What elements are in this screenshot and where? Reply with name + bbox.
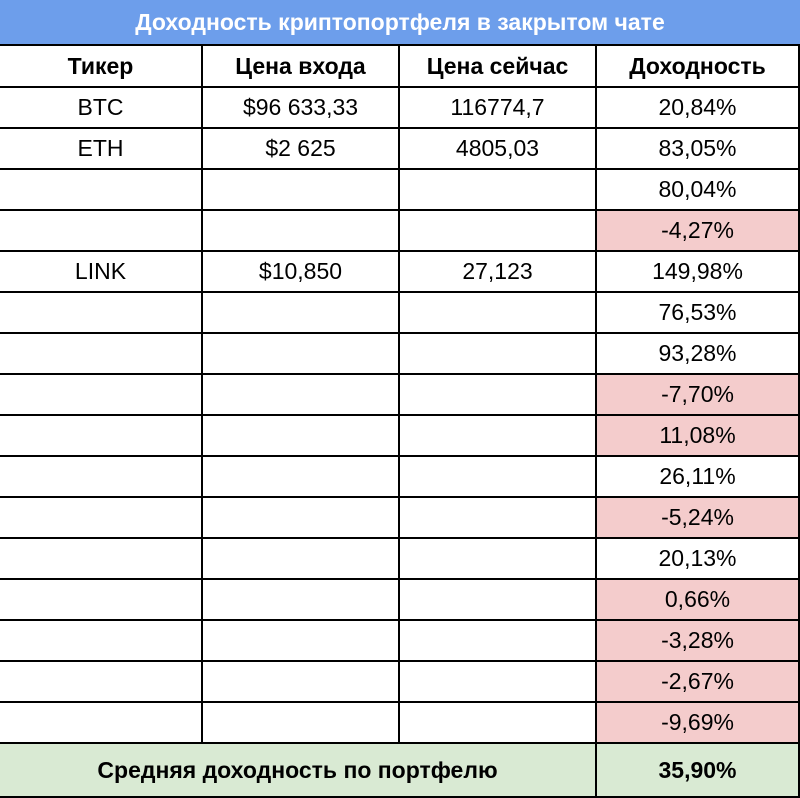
table-cell: 76,53% — [597, 293, 800, 334]
table-cell — [203, 375, 400, 416]
table-cell — [0, 580, 203, 621]
table-cell: 0,66% — [597, 580, 800, 621]
table-cell: BTC — [0, 88, 203, 129]
table-cell: $10,850 — [203, 252, 400, 293]
table-cell: 4805,03 — [400, 129, 597, 170]
table-cell — [203, 457, 400, 498]
table-cell — [400, 375, 597, 416]
table-cell: 20,84% — [597, 88, 800, 129]
table-cell — [400, 416, 597, 457]
table-row: 0,66% — [0, 580, 800, 621]
table-cell: 27,123 — [400, 252, 597, 293]
table-cell — [0, 375, 203, 416]
table-row: -3,28% — [0, 621, 800, 662]
table-cell — [400, 498, 597, 539]
table-cell — [0, 662, 203, 703]
table-cell: $96 633,33 — [203, 88, 400, 129]
table-cell — [203, 170, 400, 211]
table-row: 20,13% — [0, 539, 800, 580]
table-cell: -4,27% — [597, 211, 800, 252]
table-cell: -9,69% — [597, 703, 800, 744]
table-cell: 93,28% — [597, 334, 800, 375]
table-row: -9,69% — [0, 703, 800, 744]
footer-label: Средняя доходность по портфелю — [0, 744, 597, 798]
table-cell — [0, 703, 203, 744]
table-cell — [400, 703, 597, 744]
header-cell: Доходность — [597, 46, 800, 88]
table-cell — [400, 580, 597, 621]
table-row: -7,70% — [0, 375, 800, 416]
table-cell — [203, 416, 400, 457]
table-cell — [203, 293, 400, 334]
table-cell: -3,28% — [597, 621, 800, 662]
table-row: 80,04% — [0, 170, 800, 211]
table-row: -5,24% — [0, 498, 800, 539]
table-cell: 116774,7 — [400, 88, 597, 129]
table-cell: $2 625 — [203, 129, 400, 170]
table-row: -2,67% — [0, 662, 800, 703]
table-cell: 20,13% — [597, 539, 800, 580]
table-cell — [203, 662, 400, 703]
table-cell — [0, 621, 203, 662]
table-row: 76,53% — [0, 293, 800, 334]
table-row: Тикер Цена входа Цена сейчас Доходность — [0, 46, 800, 88]
footer-value: 35,90% — [597, 744, 800, 798]
table-cell — [0, 334, 203, 375]
table-cell — [400, 293, 597, 334]
table-cell: LINK — [0, 252, 203, 293]
table-cell — [203, 498, 400, 539]
header-cell: Тикер — [0, 46, 203, 88]
table-cell — [0, 170, 203, 211]
table-row: BTC $96 633,33 116774,7 20,84% — [0, 88, 800, 129]
header-cell: Цена входа — [203, 46, 400, 88]
table-cell: 83,05% — [597, 129, 800, 170]
table-cell — [400, 457, 597, 498]
table-cell — [203, 703, 400, 744]
table-cell — [400, 334, 597, 375]
table-cell — [0, 539, 203, 580]
table-cell — [203, 580, 400, 621]
table-cell — [0, 498, 203, 539]
table-cell: -5,24% — [597, 498, 800, 539]
table-cell: 80,04% — [597, 170, 800, 211]
table-cell: 26,11% — [597, 457, 800, 498]
table-row: -4,27% — [0, 211, 800, 252]
table-title: Доходность криптопортфеля в закрытом чат… — [0, 0, 800, 46]
table-cell: -2,67% — [597, 662, 800, 703]
table-row: LINK $10,850 27,123 149,98% — [0, 252, 800, 293]
table-cell — [203, 334, 400, 375]
table-row: 26,11% — [0, 457, 800, 498]
table-cell — [0, 293, 203, 334]
table-cell — [0, 416, 203, 457]
table-cell — [203, 211, 400, 252]
table-cell: -7,70% — [597, 375, 800, 416]
table-cell: 149,98% — [597, 252, 800, 293]
table-cell: ETH — [0, 129, 203, 170]
table-cell — [0, 211, 203, 252]
table-cell — [400, 539, 597, 580]
table-row: 93,28% — [0, 334, 800, 375]
table-cell — [400, 662, 597, 703]
table-row: ETH $2 625 4805,03 83,05% — [0, 129, 800, 170]
table-cell — [400, 211, 597, 252]
header-cell: Цена сейчас — [400, 46, 597, 88]
table-row: 11,08% — [0, 416, 800, 457]
table-cell — [0, 457, 203, 498]
table-cell — [203, 621, 400, 662]
table-cell: 11,08% — [597, 416, 800, 457]
table-cell — [400, 170, 597, 211]
table-cell — [400, 621, 597, 662]
table-row: Средняя доходность по портфелю 35,90% — [0, 744, 800, 798]
table-cell — [203, 539, 400, 580]
